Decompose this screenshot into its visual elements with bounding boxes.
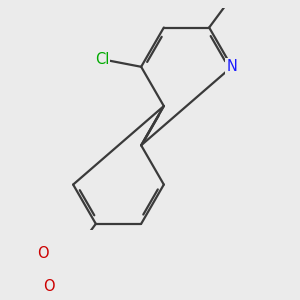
Text: N: N: [226, 59, 237, 74]
Text: O: O: [43, 279, 55, 294]
Text: Cl: Cl: [95, 52, 109, 67]
Text: O: O: [37, 246, 48, 261]
Text: CH₃: CH₃: [220, 0, 244, 3]
